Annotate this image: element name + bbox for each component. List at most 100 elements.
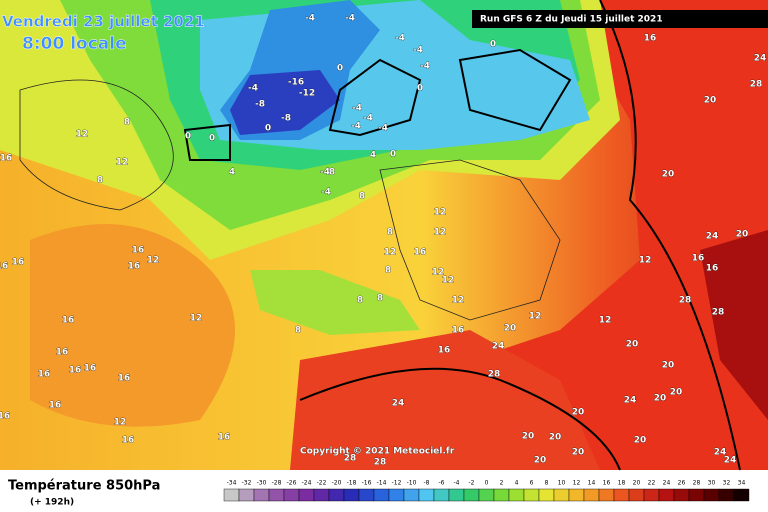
colorbar-swatch: [463, 488, 480, 502]
contour-label: 20: [572, 448, 585, 458]
contour-label: 16: [0, 412, 10, 422]
contour-label: -4: [248, 84, 258, 94]
colorbar-swatch: [508, 488, 525, 502]
colorbar-label: -12: [392, 480, 402, 487]
contour-label: 8: [124, 118, 130, 128]
colorbar-swatch: [538, 488, 555, 502]
contour-label: 20: [522, 432, 535, 442]
colorbar-label: 6: [530, 480, 534, 487]
colorbar-label: -20: [332, 480, 342, 487]
contour-label: 16: [128, 262, 141, 272]
contour-label: 16: [38, 370, 51, 380]
contour-label: 24: [624, 396, 637, 406]
run-label: Run GFS 6 Z du Jeudi 15 juillet 2021: [480, 15, 663, 25]
colorbar-label: -26: [287, 480, 297, 487]
contour-label: 12: [434, 208, 447, 218]
colorbar-swatch: [688, 488, 705, 502]
contour-label: 12: [114, 418, 127, 428]
colorbar-swatch: [223, 488, 240, 502]
contour-label: 12: [599, 316, 612, 326]
contour-label: 8: [359, 192, 365, 202]
colorbar-swatch: [613, 488, 630, 502]
contour-label: 12: [442, 276, 455, 286]
contour-label: 8: [329, 168, 335, 178]
contour-label: 16: [56, 348, 69, 358]
contour-label: 20: [654, 394, 667, 404]
contour-label: 20: [549, 433, 562, 443]
contour-label: 12: [432, 268, 445, 278]
colorbar-label: 16: [603, 480, 611, 487]
colorbar-label: 0: [485, 480, 489, 487]
contour-label: -4: [305, 14, 315, 24]
contour-label: 8: [97, 176, 103, 186]
colorbar-label: 26: [678, 480, 686, 487]
contour-label: 16: [706, 264, 719, 274]
contour-label: 16: [414, 248, 427, 258]
colorbar-swatch: [343, 488, 360, 502]
colorbar-label: -6: [439, 480, 445, 487]
colorbar-swatch: [733, 488, 750, 502]
contour-label: 24: [724, 456, 737, 466]
colorbar-label: -34: [227, 480, 237, 487]
colorbar-swatch: [313, 488, 330, 502]
contour-label: 0: [185, 132, 191, 142]
contour-label: 4: [370, 151, 376, 161]
contour-label: -8: [255, 100, 265, 110]
contour-label: 8: [357, 296, 363, 306]
contour-label: -4: [320, 168, 330, 178]
contour-label: 16: [452, 326, 465, 336]
contour-label: 8: [295, 326, 301, 336]
contour-label: -16: [288, 78, 304, 88]
contour-label: 28: [679, 296, 692, 306]
contour-label: -4: [378, 124, 388, 134]
colorbar-label: -18: [347, 480, 357, 487]
contour-label: 24: [714, 448, 727, 458]
contour-label: 12: [434, 228, 447, 238]
contour-label: 16: [692, 254, 705, 264]
contour-label: 16: [438, 346, 451, 356]
contour-label: 20: [662, 170, 675, 180]
colorbar-label: 28: [693, 480, 701, 487]
contour-label: -8: [281, 114, 291, 124]
contour-label: 16: [49, 401, 62, 411]
contour-label: -4: [321, 188, 331, 198]
colorbar-swatch: [718, 488, 735, 502]
colorbar-swatch: [268, 488, 285, 502]
colorbar-swatch: [388, 488, 405, 502]
contour-label: 0: [337, 64, 343, 74]
time-label: 8:00 locale: [22, 34, 127, 54]
colorbar-swatch: [703, 488, 720, 502]
colorbar-swatch: [673, 488, 690, 502]
contour-label: 12: [529, 312, 542, 322]
contour-label: 12: [116, 158, 129, 168]
colorbar-swatch: [238, 488, 255, 502]
colorbar-label: -32: [242, 480, 252, 487]
contour-label: 20: [534, 456, 547, 466]
footer-lead: (+ 192h): [30, 498, 74, 508]
contour-label: 16: [644, 34, 657, 44]
contour-label: 0: [265, 124, 271, 134]
colorbar-label: -22: [317, 480, 327, 487]
footer-title: Température 850hPa: [8, 479, 160, 494]
contour-label: 28: [374, 458, 387, 468]
contour-label: -4: [420, 62, 430, 72]
colorbar-swatch: [253, 488, 270, 502]
colorbar: -34 -32 -30 -28 -26 -24 -22 -20 -18 -16 -14 -12 -10-…: [223, 480, 750, 502]
colorbar-swatch: [418, 488, 435, 502]
contour-label: 20: [504, 324, 517, 334]
contour-label: 28: [344, 454, 357, 464]
colorbar-label: 14: [588, 480, 596, 487]
colorbar-label: 4: [515, 480, 519, 487]
contour-label: 16: [132, 246, 145, 256]
contour-label: 12: [76, 130, 89, 140]
colorbar-label: -28: [272, 480, 282, 487]
contour-label: 12: [190, 314, 203, 324]
contour-label: 16: [0, 262, 8, 272]
colorbar-swatch: [523, 488, 540, 502]
colorbar-label: 34: [738, 480, 746, 487]
colorbar-swatch: [478, 488, 495, 502]
colorbar-label: 32: [723, 480, 731, 487]
colorbar-swatch: [493, 488, 510, 502]
colorbar-label: -4: [454, 480, 460, 487]
